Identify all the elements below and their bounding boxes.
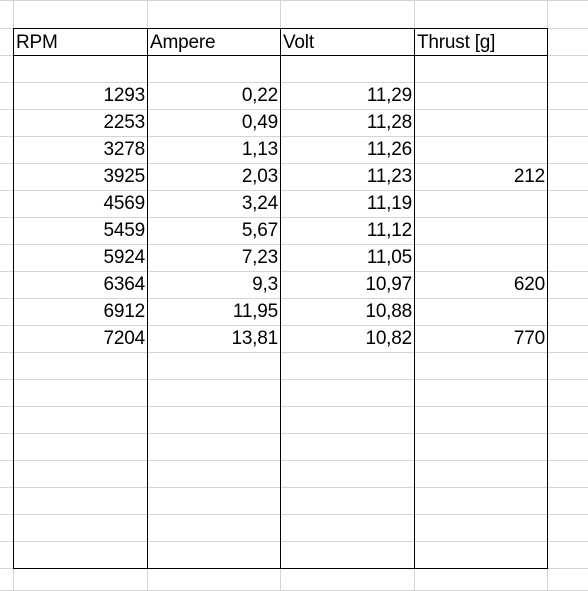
cell-ampere[interactable]: 3,24 — [241, 193, 278, 214]
gridline — [0, 460, 588, 461]
table-border — [414, 28, 415, 569]
cell-volt[interactable]: 10,82 — [365, 328, 412, 349]
cell-thrust[interactable]: 212 — [513, 166, 545, 187]
cell-volt[interactable]: 11,12 — [366, 220, 412, 241]
cell-thrust[interactable] — [415, 298, 547, 324]
cell-volt[interactable]: 10,97 — [365, 274, 412, 295]
cell-ampere[interactable]: 9,3 — [252, 274, 278, 295]
table-border — [13, 55, 548, 56]
cell-rpm[interactable]: 5459 — [103, 220, 146, 241]
header-thrust[interactable]: Thrust [g] — [417, 32, 496, 53]
cell-volt[interactable]: 11,05 — [366, 247, 412, 268]
gridline — [0, 82, 588, 83]
cell-rpm[interactable]: 2253 — [103, 112, 146, 133]
cell-ampere[interactable]: 0,49 — [241, 112, 278, 133]
cell-thrust[interactable] — [415, 109, 547, 135]
cell-ampere[interactable]: 2,03 — [241, 166, 278, 187]
gridline — [0, 541, 588, 542]
cell-volt[interactable]: 11,29 — [366, 85, 412, 106]
cell-ampere[interactable]: 5,67 — [241, 220, 278, 241]
gridline — [0, 487, 588, 488]
gridline — [0, 298, 588, 299]
gridline — [0, 352, 588, 353]
cell-thrust[interactable] — [415, 244, 547, 270]
header-volt[interactable]: Volt — [283, 32, 314, 53]
cell-thrust[interactable]: 620 — [513, 274, 545, 295]
cell-rpm[interactable]: 4569 — [103, 193, 146, 214]
gridline — [0, 514, 588, 515]
gridline — [0, 433, 588, 434]
cell-ampere[interactable]: 11,95 — [232, 301, 278, 322]
cell-ampere[interactable]: 0,22 — [241, 85, 278, 106]
gridline — [0, 244, 588, 245]
cell-volt[interactable]: 11,28 — [366, 112, 412, 133]
cell-rpm[interactable]: 5924 — [103, 247, 146, 268]
gridline — [0, 0, 588, 1]
gridline — [0, 136, 588, 137]
cell-thrust[interactable]: 770 — [513, 328, 545, 349]
cell-volt[interactable]: 11,19 — [366, 193, 412, 214]
cell-rpm[interactable]: 3278 — [103, 139, 146, 160]
cell-rpm[interactable]: 6364 — [103, 274, 146, 295]
cell-rpm[interactable]: 1293 — [103, 85, 146, 106]
cell-thrust[interactable] — [415, 217, 547, 243]
table-border — [147, 28, 148, 569]
cell-ampere[interactable]: 7,23 — [241, 247, 278, 268]
gridline — [0, 109, 588, 110]
cell-thrust[interactable] — [415, 190, 547, 216]
cell-rpm[interactable]: 6912 — [103, 301, 146, 322]
cell-volt[interactable]: 11,23 — [366, 166, 412, 187]
table-border — [13, 28, 14, 569]
table-border — [547, 28, 548, 569]
gridline — [0, 217, 588, 218]
table-border — [280, 28, 281, 569]
cell-rpm[interactable]: 7204 — [103, 328, 146, 349]
table-border — [13, 28, 548, 29]
header-ampere[interactable]: Ampere — [150, 32, 216, 53]
gridline — [0, 190, 588, 191]
table-border — [13, 568, 548, 569]
cell-ampere[interactable]: 13,81 — [231, 328, 278, 349]
cell-ampere[interactable]: 1,13 — [241, 139, 278, 160]
cell-volt[interactable]: 10,88 — [365, 301, 412, 322]
cell-volt[interactable]: 11,26 — [366, 139, 412, 160]
gridline — [0, 406, 588, 407]
cell-rpm[interactable]: 3925 — [103, 166, 146, 187]
cell-thrust[interactable] — [415, 82, 547, 108]
cell-thrust[interactable] — [415, 136, 547, 162]
gridline — [0, 271, 588, 272]
header-rpm[interactable]: RPM — [16, 32, 58, 53]
gridline — [0, 379, 588, 380]
gridline — [0, 163, 588, 164]
gridline — [0, 325, 588, 326]
